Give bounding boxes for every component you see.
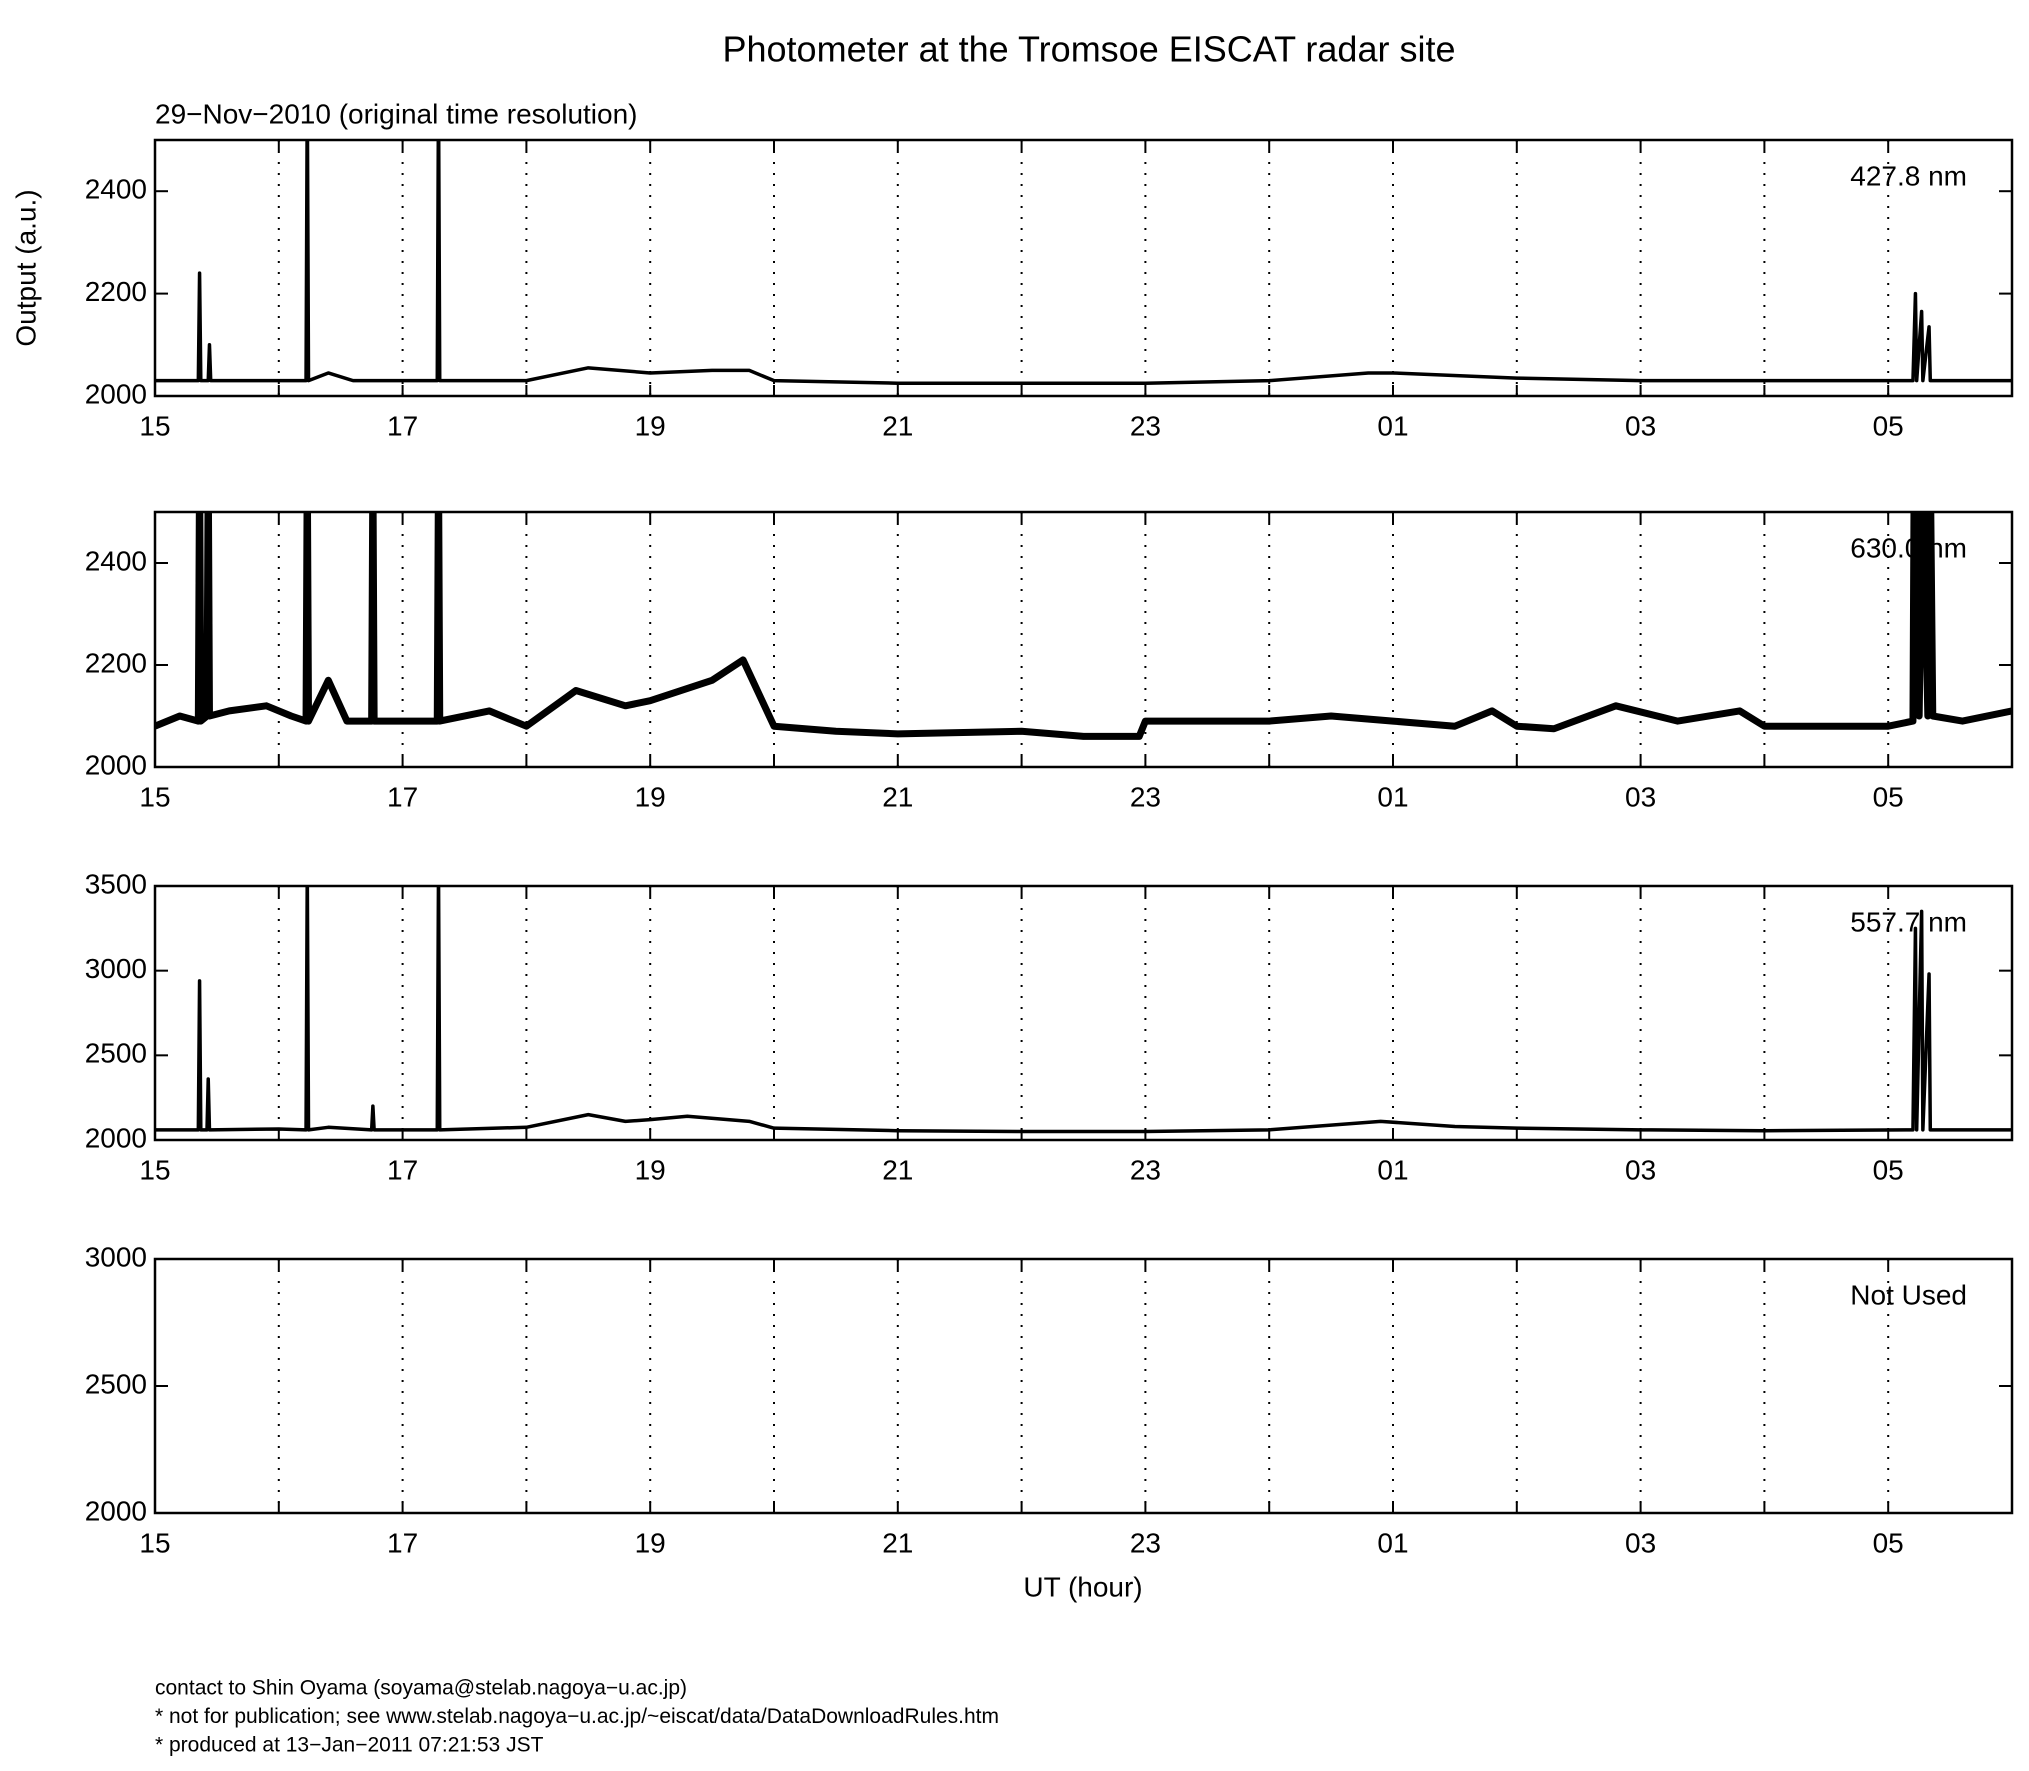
x-tick-label: 03 xyxy=(1625,410,1656,441)
y-tick-label: 3500 xyxy=(85,868,147,899)
y-tick-label: 3000 xyxy=(85,1241,147,1272)
x-tick-label: 15 xyxy=(139,1154,170,1185)
series-label: 427.8 nm xyxy=(1850,160,1967,191)
y-tick-label: 2000 xyxy=(85,749,147,780)
x-tick-label: 21 xyxy=(882,1154,913,1185)
x-tick-label: 05 xyxy=(1873,410,1904,441)
data-line xyxy=(155,140,2012,385)
x-tick-label: 03 xyxy=(1625,1154,1656,1185)
y-tick-label: 2200 xyxy=(85,276,147,307)
y-tick-label: 2000 xyxy=(85,378,147,409)
footer-note: contact to Shin Oyama (soyama@stelab.nag… xyxy=(155,1677,687,1700)
chart-subtitle: 29−Nov−2010 (original time resolution) xyxy=(155,98,638,129)
x-tick-label: 01 xyxy=(1377,781,1408,812)
x-tick-label: 17 xyxy=(387,1527,418,1558)
x-tick-label: 05 xyxy=(1873,1527,1904,1558)
panel-annotation: Not Used xyxy=(1850,1279,1967,1310)
x-axis-label: UT (hour) xyxy=(1023,1571,1142,1602)
x-tick-label: 23 xyxy=(1130,1154,1161,1185)
data-line xyxy=(155,886,2012,1134)
x-tick-label: 21 xyxy=(882,410,913,441)
y-tick-label: 2000 xyxy=(85,1122,147,1153)
series-label: 557.7 nm xyxy=(1850,906,1967,937)
x-tick-label: 19 xyxy=(635,781,666,812)
x-tick-label: 15 xyxy=(139,1527,170,1558)
x-tick-label: 19 xyxy=(635,1154,666,1185)
y-tick-label: 2400 xyxy=(85,545,147,576)
x-tick-label: 19 xyxy=(635,410,666,441)
plot-frame xyxy=(153,884,2014,1142)
data-line xyxy=(155,512,2012,740)
x-tick-label: 23 xyxy=(1130,1527,1161,1558)
x-tick-label: 05 xyxy=(1873,1154,1904,1185)
plot-frame xyxy=(153,138,2014,398)
x-tick-label: 23 xyxy=(1130,410,1161,441)
series-label: 630.0 nm xyxy=(1850,532,1967,563)
x-tick-label: 17 xyxy=(387,410,418,441)
x-tick-label: 01 xyxy=(1377,410,1408,441)
footer-note: * produced at 13−Jan−2011 07:21:53 JST xyxy=(155,1734,544,1757)
x-tick-label: 01 xyxy=(1377,1154,1408,1185)
chart-title: Photometer at the Tromsoe EISCAT radar s… xyxy=(723,29,1456,70)
x-tick-label: 15 xyxy=(139,781,170,812)
x-tick-label: 15 xyxy=(139,410,170,441)
x-tick-label: 05 xyxy=(1873,781,1904,812)
plot-frame xyxy=(153,510,2014,769)
x-tick-label: 21 xyxy=(882,781,913,812)
plot-frame xyxy=(153,1257,2014,1515)
x-tick-label: 17 xyxy=(387,781,418,812)
x-tick-label: 03 xyxy=(1625,781,1656,812)
y-tick-label: 2200 xyxy=(85,647,147,678)
x-tick-label: 01 xyxy=(1377,1527,1408,1558)
y-tick-label: 2500 xyxy=(85,1368,147,1399)
y-tick-label: 3000 xyxy=(85,953,147,984)
x-tick-label: 17 xyxy=(387,1154,418,1185)
x-tick-label: 21 xyxy=(882,1527,913,1558)
x-tick-label: 03 xyxy=(1625,1527,1656,1558)
footer-note: * not for publication; see www.stelab.na… xyxy=(155,1705,999,1728)
x-tick-label: 19 xyxy=(635,1527,666,1558)
y-tick-label: 2400 xyxy=(85,174,147,205)
y-tick-label: 2000 xyxy=(85,1495,147,1526)
x-tick-label: 23 xyxy=(1130,781,1161,812)
y-tick-label: 2500 xyxy=(85,1038,147,1069)
y-axis-label: Output (a.u.) xyxy=(10,189,41,346)
